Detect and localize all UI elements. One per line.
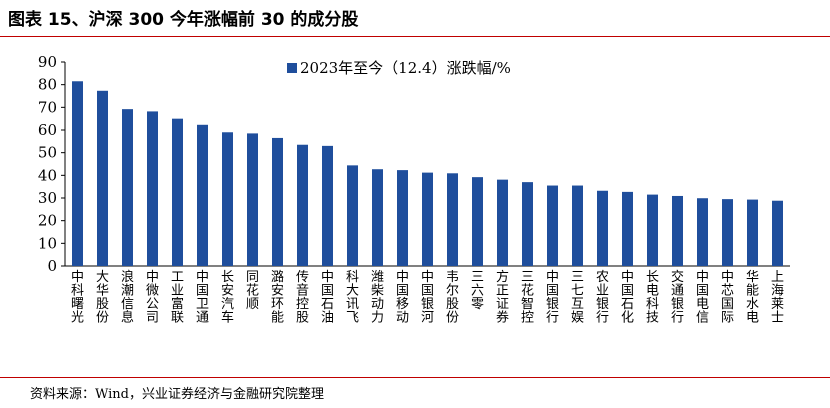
- legend-label: 2023年至今（12.4）涨跌幅/%: [300, 59, 511, 77]
- bar: [222, 132, 233, 266]
- bar: [447, 173, 458, 266]
- x-tick-label: 上海莱士: [771, 270, 784, 326]
- bar-chart: 0 10 20 30 40 50 60 70 80 90 中科曙光大华股份浪潮信息中微公司工业富联…: [38, 53, 790, 326]
- source-rule: [0, 377, 830, 378]
- y-tick-label: 50: [38, 144, 57, 162]
- x-tick-label: 中国银行: [546, 270, 559, 326]
- bar: [372, 169, 383, 266]
- y-tick-label: 90: [38, 53, 57, 71]
- bar: [572, 185, 583, 266]
- x-tick-label: 同花顺: [246, 270, 259, 312]
- bar: [297, 144, 308, 266]
- bar: [97, 90, 108, 266]
- x-tick-label: 中国石化: [621, 270, 634, 326]
- bar: [697, 198, 708, 266]
- bar: [122, 109, 133, 266]
- x-tick-label: 农业银行: [596, 270, 609, 326]
- x-tick-label: 科大讯飞: [346, 270, 359, 326]
- bar: [247, 133, 258, 266]
- bar: [397, 170, 408, 266]
- x-tick-label: 三花智控: [521, 270, 534, 326]
- x-tick-label: 中科曙光: [71, 270, 84, 326]
- x-tick-label: 中国电信: [696, 270, 709, 326]
- y-tick-label: 40: [38, 166, 57, 184]
- bar: [197, 124, 208, 266]
- x-tick-label: 中芯国际: [721, 270, 734, 326]
- bar: [497, 179, 508, 266]
- x-tick-label: 中微公司: [146, 270, 159, 326]
- bar: [347, 165, 358, 266]
- bar: [672, 195, 683, 266]
- y-tick-label: 60: [38, 121, 57, 139]
- bar: [272, 137, 283, 266]
- x-tick-label: 浪潮信息: [121, 270, 134, 326]
- y-tick-label: 20: [38, 212, 57, 230]
- bar: [772, 200, 783, 266]
- x-tick-label: 中国石油: [321, 270, 334, 326]
- y-axis: 0 10 20 30 40 50 60 70 80 90: [38, 53, 790, 275]
- x-tick-label: 长电科技: [646, 270, 659, 326]
- x-tick-label: 方正证券: [496, 269, 509, 326]
- x-tick-label: 中国银河: [421, 270, 434, 326]
- x-tick-label: 大华股份: [96, 270, 109, 326]
- y-tick-label: 70: [38, 98, 57, 116]
- y-tick-label: 10: [38, 234, 57, 252]
- bar: [172, 118, 183, 267]
- source-note: 资料来源：Wind，兴业证券经济与金融研究院整理: [30, 387, 324, 402]
- x-axis-labels: 中科曙光大华股份浪潮信息中微公司工业富联中国卫通长安汽车同花顺潞安环能传音控股中…: [71, 269, 784, 326]
- page-title: 图表 15、沪深 300 今年涨幅前 30 的成分股: [8, 10, 359, 30]
- bar: [547, 185, 558, 266]
- bar: [322, 145, 333, 266]
- legend-swatch: [287, 63, 297, 73]
- x-tick-label: 交通银行: [671, 269, 684, 326]
- x-tick-label: 工业富联: [171, 270, 184, 326]
- x-tick-label: 三六零: [471, 270, 484, 312]
- x-tick-label: 传音控股: [296, 270, 309, 326]
- bar-series: [72, 81, 783, 267]
- y-tick-label: 0: [47, 257, 57, 275]
- x-tick-label: 华能水电: [746, 270, 759, 326]
- bar: [472, 177, 483, 266]
- x-tick-label: 中国移动: [396, 270, 409, 326]
- x-tick-label: 三七互娱: [571, 270, 584, 326]
- title-rule: [0, 36, 830, 37]
- bar: [647, 194, 658, 266]
- bar: [422, 172, 433, 266]
- x-tick-label: 潍柴动力: [371, 270, 384, 326]
- y-tick-label: 80: [38, 76, 57, 94]
- x-tick-label: 中国卫通: [196, 270, 209, 326]
- legend: 2023年至今（12.4）涨跌幅/%: [287, 59, 511, 77]
- bar: [522, 182, 533, 266]
- x-tick-label: 长安汽车: [221, 270, 234, 326]
- x-tick-label: 潞安环能: [271, 270, 284, 326]
- bar: [722, 199, 733, 266]
- x-tick-label: 韦尔股份: [446, 270, 459, 326]
- y-tick-label: 30: [38, 189, 57, 207]
- bar: [622, 191, 633, 266]
- bar: [597, 190, 608, 266]
- bar: [72, 81, 83, 267]
- bar: [747, 199, 758, 266]
- bar: [147, 111, 158, 266]
